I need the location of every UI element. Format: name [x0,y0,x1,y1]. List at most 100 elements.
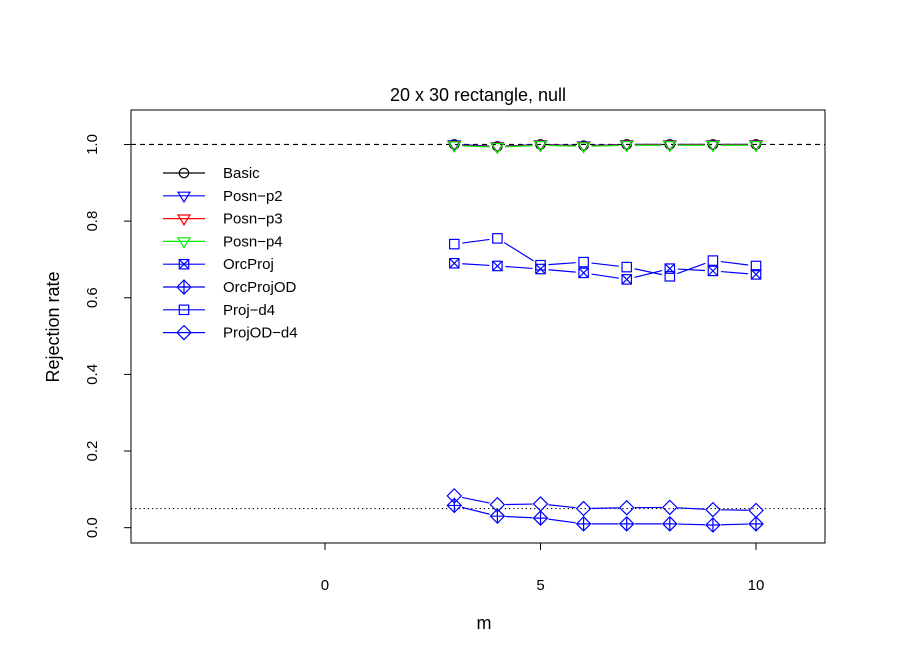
data-point [446,488,463,504]
legend-label: Posn−p2 [223,188,283,205]
series-segment [720,523,749,526]
data-point [705,517,721,533]
series-segment [548,269,576,273]
legend-label: OrcProjOD [223,279,297,296]
data-point [490,142,505,155]
series-7 [448,233,762,282]
data-point [575,515,592,532]
series-segment [591,144,619,147]
data-point [661,515,678,532]
series-segment [548,262,576,266]
legend-item: Basic [163,165,260,182]
series-6 [446,497,764,533]
series-segment [677,507,705,510]
data-point [661,499,678,516]
y-axis-label: Rejection rate [43,271,63,382]
y-tick-label: 0.0 [84,517,101,538]
legend-marker [176,214,192,226]
series-segment [505,265,533,270]
legend-marker [176,191,192,204]
data-point [448,238,460,250]
series-segment [505,145,533,148]
legend-item: OrcProjOD [163,279,297,296]
data-point [705,141,720,153]
series-segment [462,145,490,148]
data-point [489,496,506,513]
series-segment [462,263,490,267]
x-tick-label: 0 [321,577,329,594]
data-point [618,499,635,516]
data-point [492,260,503,272]
x-axis: 0 5 10 [321,542,765,594]
series-segment [548,518,576,524]
series-4 [447,141,764,155]
legend-item: Proj−d4 [163,302,275,319]
legend-label: OrcProj [223,256,274,273]
x-axis-label: m [477,613,492,633]
y-axis: 0.0 0.2 0.4 0.6 0.8 1.0 [84,134,132,538]
y-tick-label: 0.6 [84,287,101,308]
series-8 [446,488,764,519]
legend-item: ProjOD−d4 [163,325,298,342]
x-tick-label: 10 [748,577,765,594]
legend-item: Posn−p4 [163,233,283,250]
data-point [662,141,677,153]
data-point [533,141,548,153]
data-point [621,261,633,273]
data-point [535,263,546,275]
series-segment [503,242,535,262]
data-point [705,501,721,518]
data-point [575,500,592,517]
data-point [576,142,591,154]
legend-item: OrcProj [163,256,274,273]
data-point [750,260,762,272]
data-point [578,256,589,268]
legend-marker [178,258,190,270]
x-tick-label: 5 [536,577,544,594]
data-point [664,271,676,282]
legend-marker [176,237,192,249]
legend-marker [178,167,190,179]
series-group [446,139,764,533]
legend-item: Posn−p2 [163,188,283,205]
series-segment [677,262,706,275]
data-point [748,515,764,532]
legend: Basic Posn−p2 Posn−p3 Posn−p4 OrcProj OrcProj… [163,165,298,342]
legend-marker [176,279,192,295]
legend-label: Posn−p4 [223,233,283,250]
y-tick-label: 0.4 [84,364,101,385]
series-segment [591,273,619,279]
legend-marker [176,324,192,341]
data-point [532,496,549,512]
data-point [748,141,764,153]
data-point [618,515,635,532]
data-point [535,259,546,271]
series-segment [505,515,533,519]
legend-label: Proj−d4 [223,302,275,319]
chart-title: 20 x 30 rectangle, null [390,85,566,105]
series-segment [461,506,490,515]
series-5 [448,257,762,285]
series-segment [462,496,490,504]
y-tick-label: 1.0 [84,134,101,155]
data-point [707,265,719,277]
data-point [448,257,460,269]
y-tick-label: 0.2 [84,441,101,462]
series-segment [548,504,576,509]
data-point [446,497,463,514]
y-tick-label: 0.8 [84,211,101,232]
data-point [619,141,634,153]
series-segment [634,269,663,279]
legend-label: Posn−p3 [223,211,283,228]
series-segment [720,260,749,266]
series-segment [677,523,705,526]
data-point [578,267,589,279]
data-point [447,141,462,153]
series-segment [462,238,490,244]
legend-marker [178,304,190,316]
legend-label: Basic [223,165,260,182]
series-segment [591,262,619,267]
data-point [707,255,719,266]
series-segment [548,144,576,147]
